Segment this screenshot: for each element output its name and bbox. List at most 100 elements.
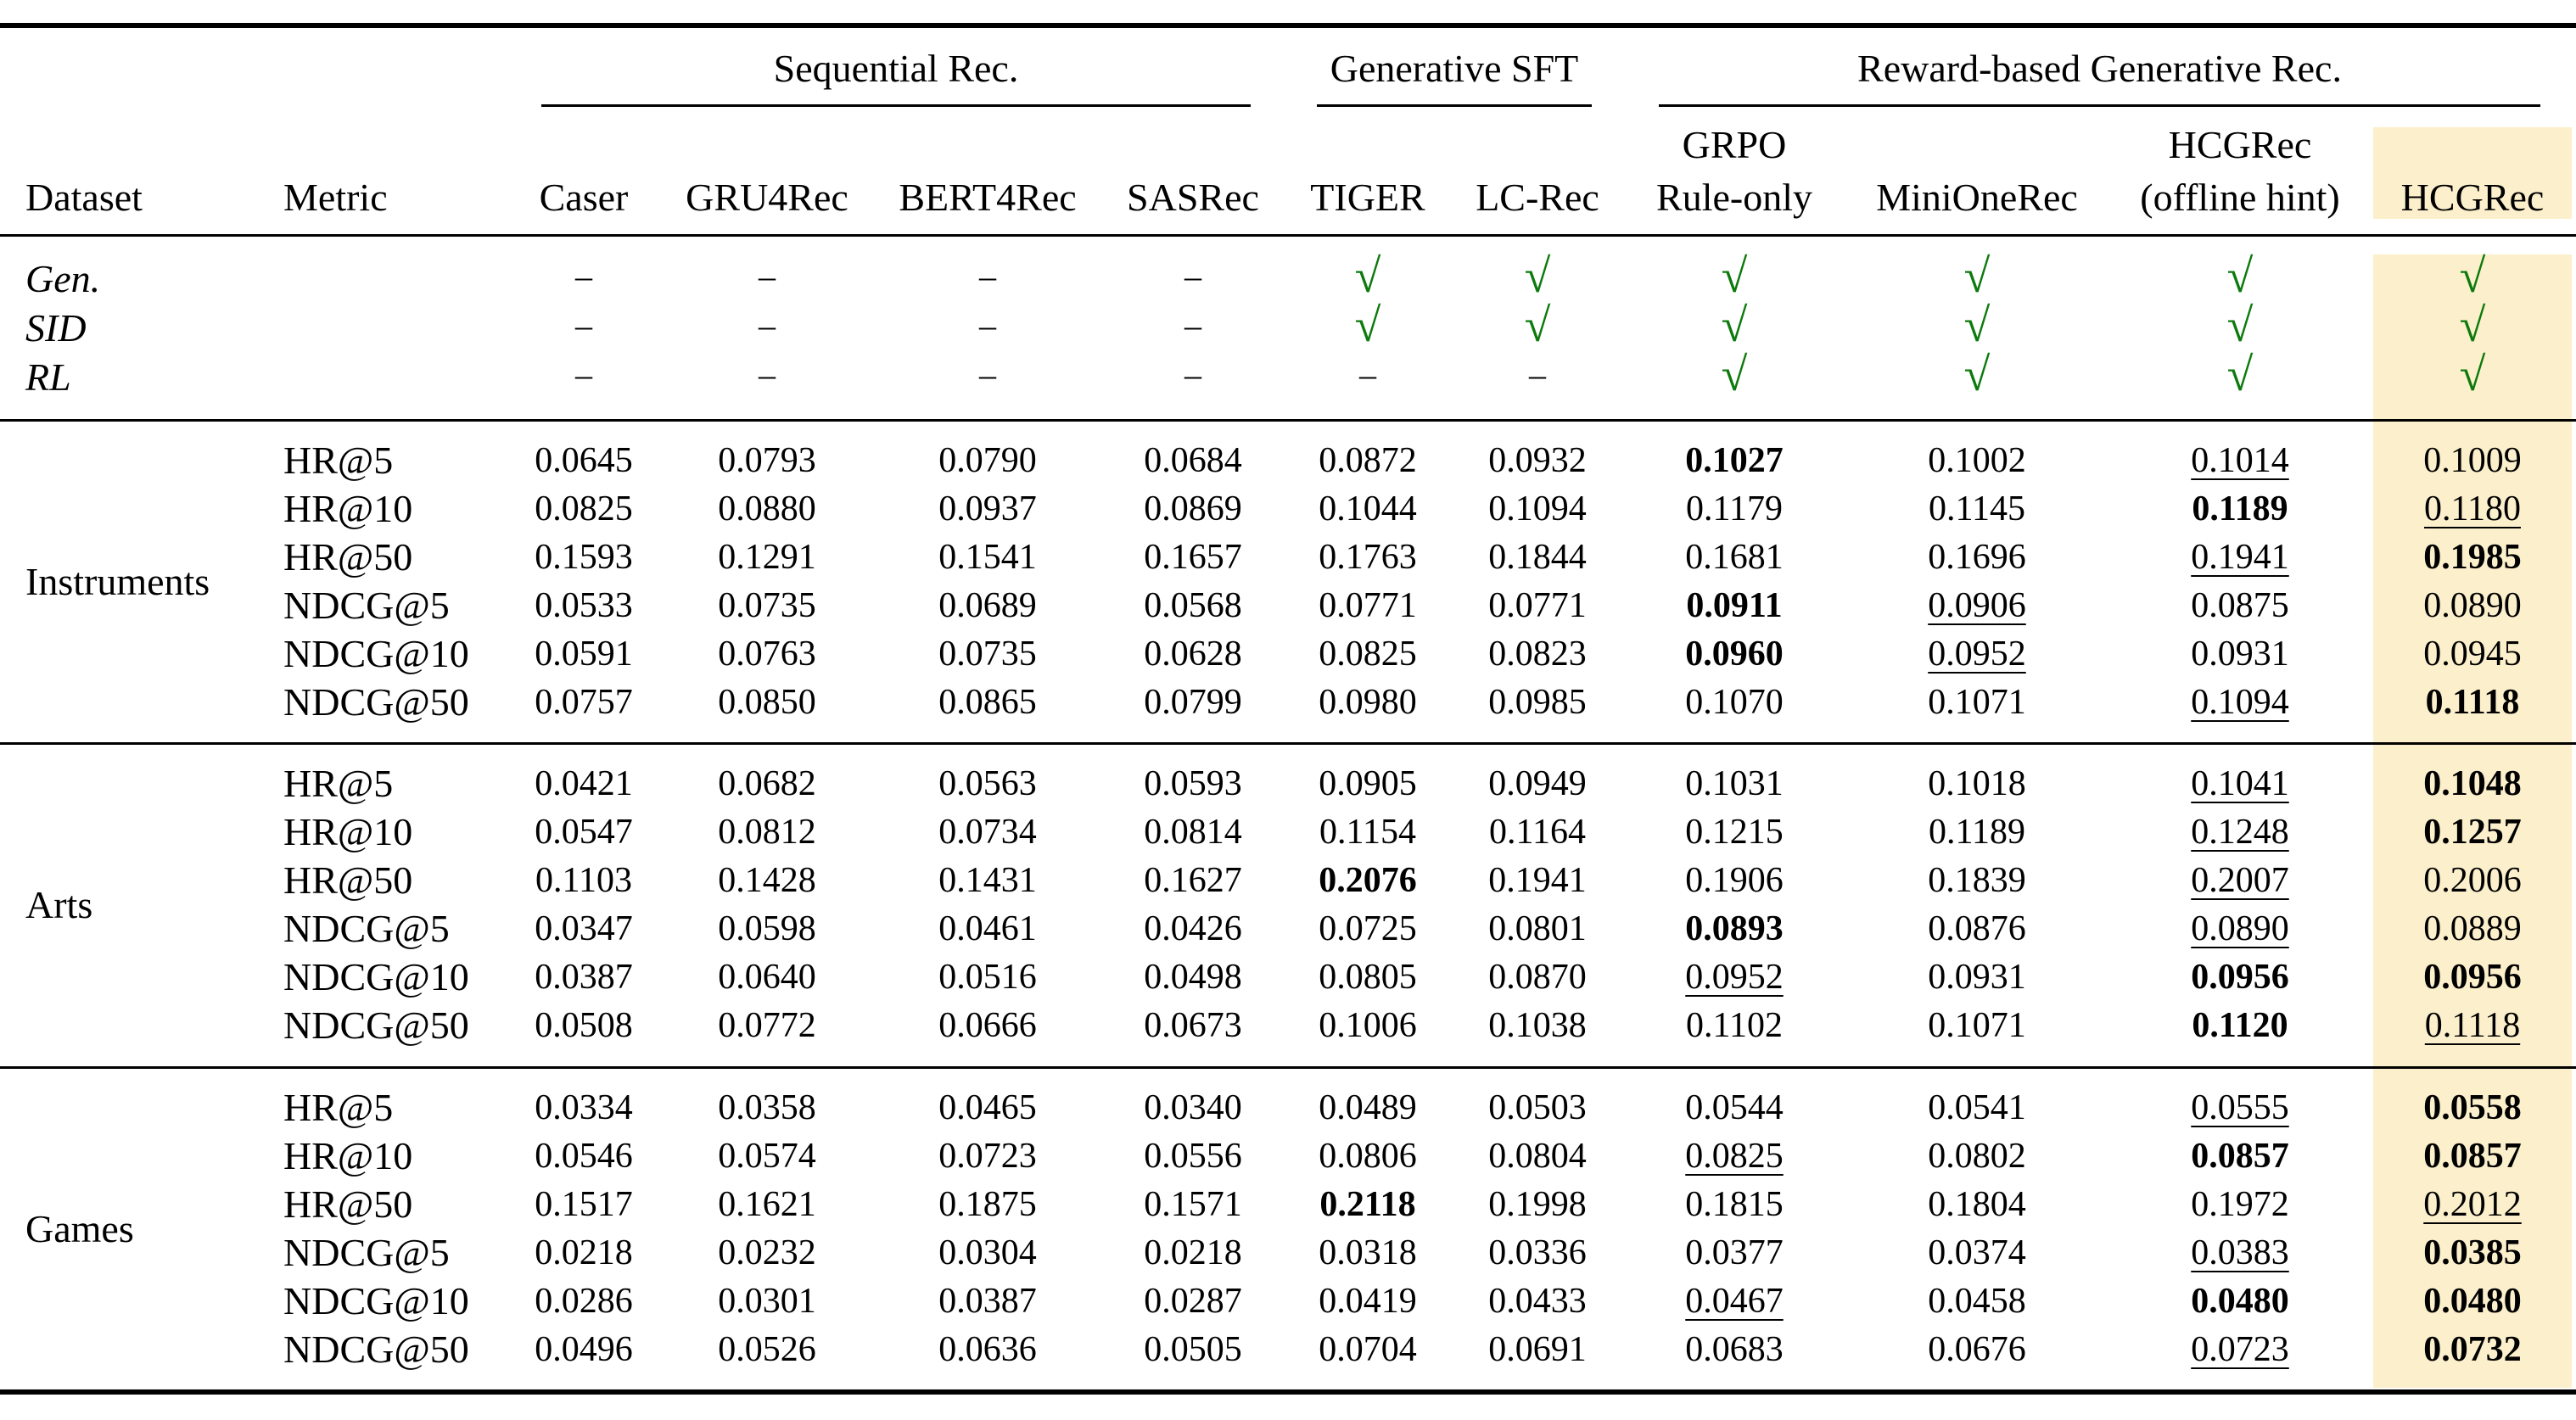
group-rule-0 bbox=[541, 104, 1251, 107]
table-cell: 0.1517 bbox=[535, 1185, 633, 1224]
table-cell: 0.1189 bbox=[1929, 813, 2025, 852]
column-header-method: GRPO bbox=[1682, 123, 1787, 166]
table-cell: 0.0558 bbox=[2423, 1088, 2522, 1127]
section-rule-1 bbox=[0, 742, 2576, 745]
table-cell: 0.0771 bbox=[1319, 586, 1417, 625]
table-cell: 0.1839 bbox=[1928, 861, 2026, 900]
metric-label: NDCG@10 bbox=[283, 632, 469, 675]
metric-label: NDCG@50 bbox=[283, 1328, 469, 1371]
table-cell: 0.0533 bbox=[535, 586, 633, 625]
table-cell: 0.0336 bbox=[1488, 1233, 1587, 1272]
table-cell: 0.1681 bbox=[1685, 538, 1784, 577]
dash-mark: – bbox=[575, 355, 592, 394]
table-cell: 0.0544 bbox=[1685, 1088, 1784, 1127]
table-cell: 0.0870 bbox=[1488, 958, 1587, 997]
bottom-rule bbox=[0, 1389, 2576, 1395]
table-cell: 0.1145 bbox=[1929, 489, 2025, 528]
group-rule-1 bbox=[1317, 104, 1592, 107]
table-cell: 0.1031 bbox=[1685, 764, 1784, 803]
table-cell: 0.0232 bbox=[718, 1233, 816, 1272]
table-cell: 0.0825 bbox=[535, 489, 633, 528]
table-cell: 0.0480 bbox=[2423, 1282, 2522, 1321]
table-cell: 0.1038 bbox=[1488, 1006, 1587, 1045]
table-cell: 0.0286 bbox=[535, 1282, 633, 1321]
table-cell: 0.0666 bbox=[938, 1006, 1037, 1045]
table-cell: 0.0799 bbox=[1144, 683, 1242, 722]
table-cell: 0.1180 bbox=[2424, 489, 2521, 528]
table-cell: 0.0347 bbox=[535, 909, 633, 948]
table-cell: 0.0911 bbox=[1686, 586, 1783, 625]
check-mark-icon: √ bbox=[2226, 250, 2254, 303]
dataset-label: Games bbox=[25, 1207, 134, 1250]
table-cell: 0.1048 bbox=[2423, 764, 2522, 803]
property-label: SID bbox=[25, 306, 87, 349]
table-cell: 0.0387 bbox=[535, 958, 633, 997]
table-cell: 0.0857 bbox=[2191, 1137, 2289, 1176]
table-cell: 0.1998 bbox=[1488, 1185, 1587, 1224]
column-header-method: TIGER bbox=[1310, 176, 1425, 219]
highlight-header bbox=[2373, 127, 2572, 219]
table-cell: 0.0541 bbox=[1928, 1088, 2026, 1127]
table-cell: 0.1071 bbox=[1928, 1006, 2026, 1045]
header-rule bbox=[0, 234, 2576, 237]
table-cell: 0.0812 bbox=[718, 813, 816, 852]
table-cell: 0.1985 bbox=[2423, 538, 2522, 577]
dash-mark: – bbox=[1359, 355, 1376, 394]
check-mark-icon: √ bbox=[1963, 349, 1991, 401]
table-cell: 0.1972 bbox=[2191, 1185, 2289, 1224]
table-cell: 0.1621 bbox=[718, 1185, 816, 1224]
table-cell: 0.0374 bbox=[1928, 1233, 2026, 1272]
table-cell: 0.0318 bbox=[1319, 1233, 1417, 1272]
table-cell: 0.0458 bbox=[1928, 1282, 2026, 1321]
check-mark-icon: √ bbox=[1963, 299, 1991, 352]
table-cell: 0.0383 bbox=[2191, 1233, 2289, 1272]
table-cell: 0.0806 bbox=[1319, 1137, 1417, 1176]
metric-label: NDCG@5 bbox=[283, 1231, 450, 1274]
table-cell: 0.0734 bbox=[938, 813, 1037, 852]
table-cell: 0.1027 bbox=[1685, 441, 1784, 480]
table-cell: 0.0890 bbox=[2423, 586, 2522, 625]
table-cell: 0.0505 bbox=[1144, 1330, 1242, 1369]
metric-label: HR@50 bbox=[283, 535, 413, 579]
check-mark-icon: √ bbox=[1524, 250, 1551, 303]
table-cell: 0.0426 bbox=[1144, 909, 1242, 948]
table-cell: 0.0937 bbox=[938, 489, 1037, 528]
table-cell: 0.0931 bbox=[1928, 958, 2026, 997]
table-cell: 0.0890 bbox=[2191, 909, 2289, 948]
table-cell: 0.0636 bbox=[938, 1330, 1037, 1369]
table-cell: 0.0823 bbox=[1488, 635, 1587, 674]
table-cell: 0.0875 bbox=[2191, 586, 2289, 625]
check-mark-icon: √ bbox=[1721, 250, 1748, 303]
table-cell: 0.0793 bbox=[718, 441, 816, 480]
check-mark-icon: √ bbox=[1524, 299, 1551, 352]
column-header-method: HCGRec bbox=[2400, 176, 2545, 219]
table-cell: 0.0676 bbox=[1928, 1330, 2026, 1369]
table-cell: 0.0287 bbox=[1144, 1282, 1242, 1321]
table-cell: 0.0960 bbox=[1685, 635, 1784, 674]
dash-mark: – bbox=[759, 257, 776, 295]
group-rule-2 bbox=[1659, 104, 2540, 107]
column-header-method: LC-Rec bbox=[1476, 176, 1599, 219]
table-cell: 0.1120 bbox=[2192, 1006, 2288, 1045]
column-header-method: GRU4Rec bbox=[686, 176, 848, 219]
table-cell: 0.0640 bbox=[718, 958, 816, 997]
table-cell: 0.0814 bbox=[1144, 813, 1242, 852]
table-cell: 0.1044 bbox=[1319, 489, 1417, 528]
table-cell: 0.0218 bbox=[535, 1233, 633, 1272]
table-cell: 0.0802 bbox=[1928, 1137, 2026, 1176]
table-cell: 0.0682 bbox=[718, 764, 816, 803]
check-mark-icon: √ bbox=[1354, 299, 1381, 352]
table-cell: 0.0563 bbox=[938, 764, 1037, 803]
table-cell: 0.0771 bbox=[1488, 586, 1587, 625]
table-cell: 0.1070 bbox=[1685, 683, 1784, 722]
table-cell: 0.0980 bbox=[1319, 683, 1417, 722]
table-cell: 0.0790 bbox=[938, 441, 1037, 480]
section-rule-0 bbox=[0, 419, 2576, 422]
table-cell: 0.0489 bbox=[1319, 1088, 1417, 1127]
metric-label: NDCG@5 bbox=[283, 907, 450, 950]
table-cell: 0.0498 bbox=[1144, 958, 1242, 997]
table-cell: 0.0945 bbox=[2423, 635, 2522, 674]
table-cell: 0.0805 bbox=[1319, 958, 1417, 997]
table-cell: 0.0546 bbox=[535, 1137, 633, 1176]
